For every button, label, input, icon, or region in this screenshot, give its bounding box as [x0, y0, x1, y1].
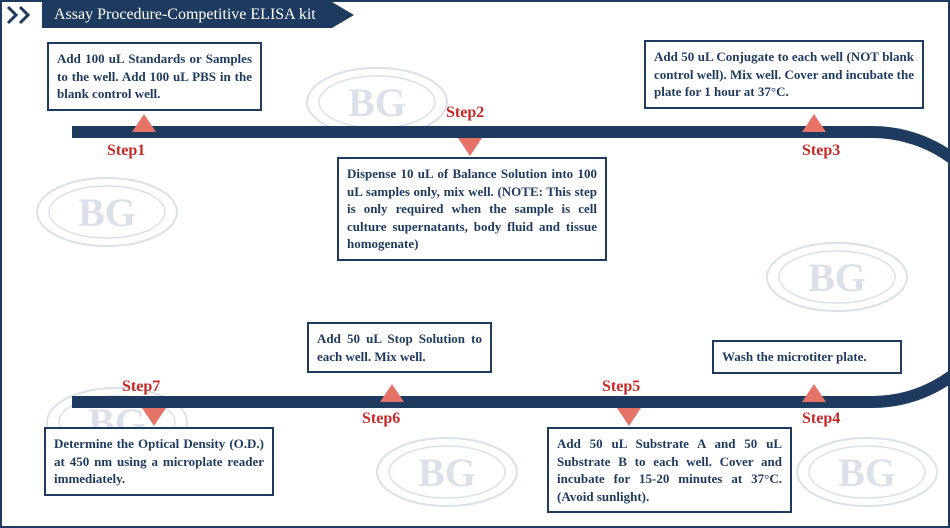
- arrow-up-icon: [802, 114, 826, 132]
- page-title: Assay Procedure-Competitive ELISA kit: [42, 2, 332, 28]
- arrow-up-icon: [802, 384, 826, 402]
- watermark-logo: BG: [372, 432, 522, 512]
- step-label-3: Step3: [802, 142, 840, 160]
- arrow-down-icon: [458, 138, 482, 156]
- step-label-1: Step1: [107, 142, 145, 160]
- step-box-5: Add 50 uL Substrate A and 50 uL Substrat…: [547, 427, 792, 513]
- step-box-7: Determine the Optical Density (O.D.) at …: [44, 427, 274, 496]
- watermark-logo: BG: [762, 237, 912, 317]
- arrow-down-icon: [617, 408, 641, 426]
- svg-text:BG: BG: [808, 255, 866, 300]
- step-box-6: Add 50 uL Stop Solution to each well. Mi…: [307, 322, 492, 373]
- svg-text:BG: BG: [78, 190, 136, 235]
- step-box-1: Add 100 uL Standards or Samples to the w…: [47, 42, 262, 111]
- step-label-4: Step4: [802, 410, 840, 428]
- arrow-up-icon: [380, 384, 404, 402]
- arrow-down-icon: [142, 408, 166, 426]
- watermark-logo: BG: [32, 172, 182, 252]
- step-box-2: Dispense 10 uL of Balance Solution into …: [337, 157, 607, 261]
- chevron-icon: [2, 2, 42, 28]
- step-label-5: Step5: [602, 378, 640, 396]
- svg-text:BG: BG: [838, 450, 896, 495]
- arrow-up-icon: [132, 114, 156, 132]
- watermark-logo: BG: [792, 432, 942, 512]
- step-label-2: Step2: [446, 104, 484, 122]
- svg-text:BG: BG: [418, 450, 476, 495]
- diagram-canvas: Assay Procedure-Competitive ELISA kit BG…: [0, 0, 950, 528]
- step-label-6: Step6: [362, 410, 400, 428]
- step-box-4: Wash the microtiter plate.: [712, 340, 902, 374]
- step-label-7: Step7: [122, 378, 160, 396]
- step-box-3: Add 50 uL Conjugate to each well (NOT bl…: [644, 40, 924, 109]
- svg-text:BG: BG: [348, 80, 406, 125]
- watermark-logo: BG: [302, 62, 452, 142]
- title-bar: Assay Procedure-Competitive ELISA kit: [2, 2, 332, 28]
